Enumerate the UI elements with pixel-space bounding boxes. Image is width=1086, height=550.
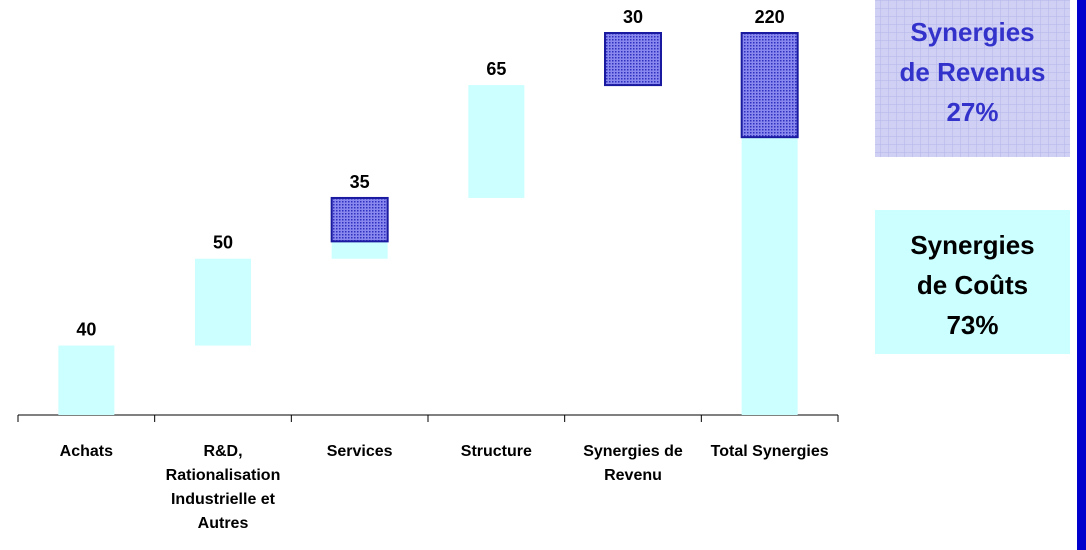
bar-cost (195, 258, 251, 346)
data-label: 35 (350, 172, 370, 192)
data-label: 65 (486, 59, 506, 79)
legend-share: 73% (946, 310, 999, 340)
bar-cost (741, 137, 798, 415)
x-tick-label: R&D, Rationalisation Industrielle et Aut… (165, 443, 281, 532)
bar-cost (331, 241, 388, 259)
data-label: 40 (76, 320, 96, 340)
legend-label: Synergies de Revenus (899, 17, 1046, 87)
legend-label: Synergies de Coûts (910, 230, 1035, 300)
legend-box-revenue (875, 0, 1070, 157)
legend-entry: Synergies de Coûts 73% (875, 225, 1070, 345)
legend-box-cost (875, 210, 1070, 354)
bar-revenue (740, 32, 799, 139)
data-label: 30 (623, 7, 643, 27)
bar-revenue (330, 196, 389, 243)
x-tick-label: Total Synergies (710, 443, 829, 460)
bar-cost (468, 85, 525, 198)
x-tick-label: Structure (460, 443, 532, 460)
bar-cost (58, 345, 115, 415)
legend-entry: Synergies de Revenus 27% (875, 12, 1070, 132)
bar-revenue (604, 32, 662, 87)
data-label: 50 (213, 233, 233, 253)
side-bar (1077, 0, 1086, 550)
x-tick-label: Achats (59, 443, 113, 460)
data-label: 220 (755, 7, 785, 27)
legend-share: 27% (946, 97, 999, 127)
x-tick-label: Services (326, 443, 393, 460)
x-tick-label: Synergies de Revenu (583, 443, 683, 484)
